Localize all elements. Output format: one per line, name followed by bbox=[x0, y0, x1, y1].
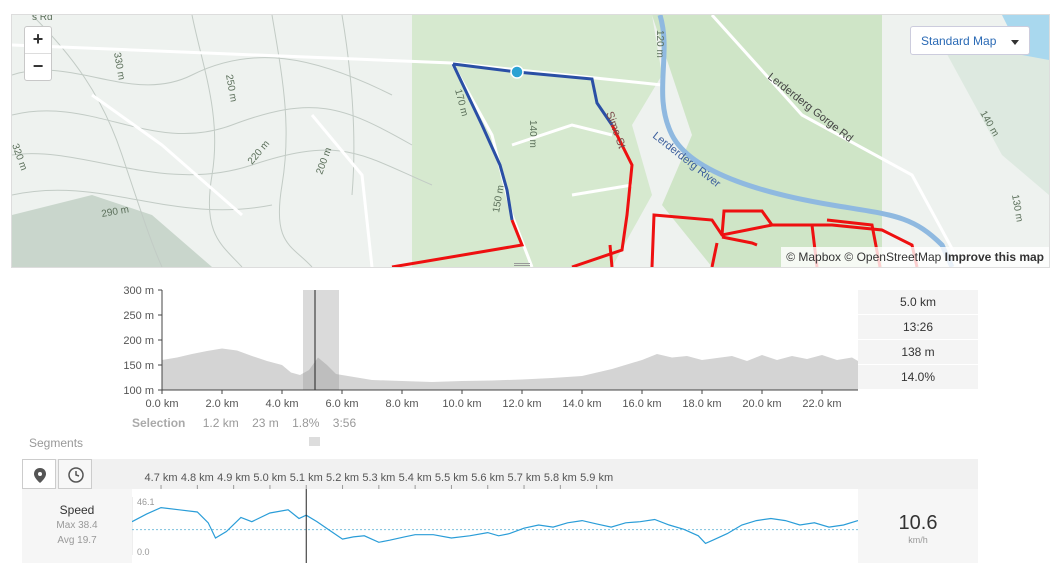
map-attribution: © Mapbox © OpenStreetMap Improve this ma… bbox=[781, 247, 1049, 267]
x-tick-label: 14.0 km bbox=[562, 398, 601, 410]
map-pin-icon bbox=[34, 468, 46, 483]
osm-link[interactable]: © OpenStreetMap bbox=[844, 250, 942, 264]
speed-chart[interactable]: 4.7 km 4.8 km 4.9 km 5.0 km 5.1 km 5.2 km 5.3 … bbox=[0, 459, 1059, 563]
speed-x-tick-label: 5.0 km bbox=[253, 472, 286, 484]
tab-distance[interactable] bbox=[22, 459, 56, 489]
speed-x-tick-label: 5.2 km bbox=[326, 472, 359, 484]
speed-current: 10.6 km/h bbox=[858, 489, 978, 563]
contour-label-130: 130 m bbox=[1009, 194, 1025, 223]
contour-label-120: 120 m bbox=[654, 30, 665, 58]
zoom-in-button[interactable]: + bbox=[32, 29, 44, 49]
selection-grade: 1.8% bbox=[292, 416, 320, 430]
speed-ymin-label: 0.0 bbox=[137, 547, 150, 557]
x-tick-label: 8.0 km bbox=[385, 398, 418, 410]
map-style-label: Standard Map bbox=[921, 34, 997, 48]
y-tick-label: 150 m bbox=[123, 360, 154, 372]
elevation-stats: 5.0 km 13:26 138 m 14.0% bbox=[858, 290, 978, 390]
x-tick-label: 18.0 km bbox=[682, 398, 721, 410]
selection-highlight bbox=[303, 290, 339, 390]
selection-distance: 1.2 km bbox=[202, 416, 239, 430]
zoom-control: + − bbox=[24, 26, 52, 81]
elevation-profile-area bbox=[162, 348, 858, 390]
improve-map-link[interactable]: Improve this map bbox=[944, 250, 1044, 264]
caret-down-icon bbox=[1011, 40, 1019, 45]
speed-x-tick-label: 5.5 km bbox=[435, 472, 468, 484]
stat-distance: 5.0 km bbox=[858, 290, 978, 314]
y-tick-label: 200 m bbox=[123, 335, 154, 347]
speed-x-tick-label: 4.9 km bbox=[217, 472, 250, 484]
speed-x-tick-label: 5.3 km bbox=[362, 472, 395, 484]
contour-label-330: 330 m bbox=[111, 52, 127, 81]
selection-elevation: 23 m bbox=[252, 416, 279, 430]
selection-label: Selection bbox=[132, 416, 186, 430]
speed-x-tick-label: 5.9 km bbox=[580, 472, 613, 484]
speed-x-tick-label: 5.1 km bbox=[290, 472, 323, 484]
speed-x-tick-label: 5.8 km bbox=[544, 472, 577, 484]
contour-label-250: 250 m bbox=[223, 74, 239, 103]
x-tick-label: 12.0 km bbox=[502, 398, 541, 410]
speed-x-tick-label: 4.7 km bbox=[145, 472, 178, 484]
map-style-dropdown[interactable]: Standard Map bbox=[910, 26, 1030, 55]
x-tick-label: 0.0 km bbox=[145, 398, 178, 410]
tab-time[interactable] bbox=[58, 459, 92, 489]
x-tick-label: 6.0 km bbox=[325, 398, 358, 410]
speed-avg: Avg 19.7 bbox=[57, 535, 97, 546]
speed-x-tick-label: 4.8 km bbox=[181, 472, 214, 484]
x-tick-label: 22.0 km bbox=[802, 398, 841, 410]
contour-label-290: 290 m bbox=[101, 204, 130, 220]
stream-tabbar bbox=[22, 459, 978, 489]
speed-title: Speed bbox=[59, 503, 95, 517]
elevation-chart[interactable]: 300 m 250 m 200 m 150 m 100 m0.0 km 2.0 km 4.0… bbox=[0, 280, 1059, 410]
stat-grade: 14.0% bbox=[858, 365, 978, 389]
stat-elevation: 138 m bbox=[858, 340, 978, 364]
speed-series-line bbox=[131, 506, 859, 545]
y-tick-label: 250 m bbox=[123, 310, 154, 322]
contour-label-140: 140 m bbox=[527, 120, 538, 148]
selection-summary: Selection 1.2 km 23 m 1.8% 3:56 bbox=[132, 416, 366, 430]
speed-ymax-label: 46.1 bbox=[137, 497, 155, 507]
contour-label-150: 150 m bbox=[491, 184, 507, 213]
speed-unit: km/h bbox=[908, 535, 928, 545]
x-tick-label: 2.0 km bbox=[205, 398, 238, 410]
map-label-road-topleft: s Rd bbox=[32, 15, 53, 23]
route-map[interactable]: s Rd 330 m 250 m 220 m 200 m 290 m 320 m… bbox=[11, 14, 1050, 268]
x-tick-label: 16.0 km bbox=[622, 398, 661, 410]
mapbox-link[interactable]: © Mapbox bbox=[786, 250, 842, 264]
contour-label-320: 320 m bbox=[12, 142, 29, 172]
segments-label: Segments bbox=[29, 436, 84, 450]
y-tick-label: 300 m bbox=[123, 285, 154, 297]
map-canvas: s Rd 330 m 250 m 220 m 200 m 290 m 320 m… bbox=[12, 15, 1049, 267]
speed-summary: Speed Max 38.4 Avg 19.7 bbox=[22, 489, 132, 563]
x-tick-label: 4.0 km bbox=[265, 398, 298, 410]
resize-handle[interactable] bbox=[514, 262, 530, 268]
selection-time: 3:56 bbox=[332, 416, 357, 430]
y-tick-label: 100 m bbox=[123, 385, 154, 397]
zoom-out-button[interactable]: − bbox=[25, 53, 51, 80]
stat-time: 13:26 bbox=[858, 315, 978, 339]
clock-icon bbox=[68, 467, 84, 483]
x-tick-label: 20.0 km bbox=[742, 398, 781, 410]
speed-value: 10.6 bbox=[898, 512, 938, 534]
speed-x-tick-label: 5.7 km bbox=[508, 472, 541, 484]
speed-x-tick-label: 5.4 km bbox=[399, 472, 432, 484]
x-tick-label: 10.0 km bbox=[442, 398, 481, 410]
segment-marker[interactable] bbox=[309, 437, 320, 446]
speed-x-tick-label: 5.6 km bbox=[471, 472, 504, 484]
speed-max: Max 38.4 bbox=[56, 520, 98, 531]
